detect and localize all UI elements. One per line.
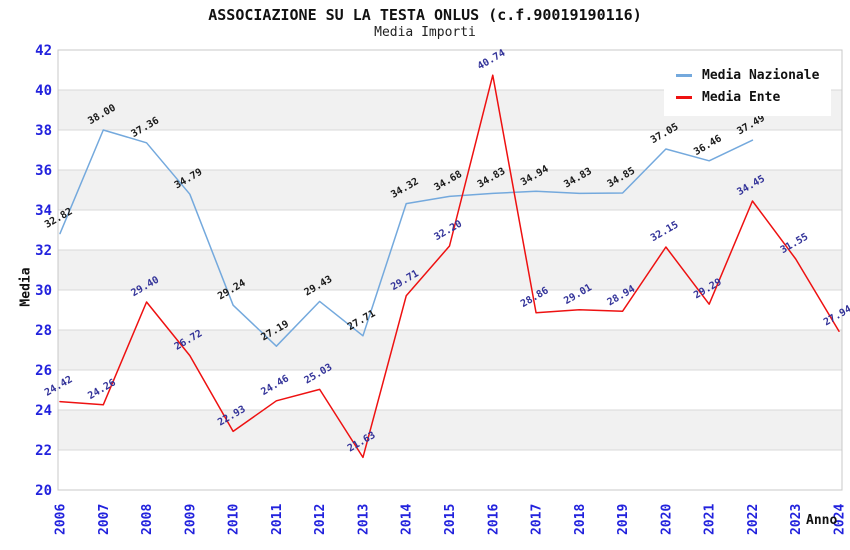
series-line-media-ente — [59, 74, 840, 459]
x-tick-label: 2009 — [183, 504, 198, 535]
x-tick-label: 2011 — [270, 504, 285, 535]
x-tick-label: 2024 — [833, 504, 848, 535]
x-tick-label: 2020 — [659, 504, 674, 535]
plot-band — [58, 410, 842, 450]
x-axis-title: Anno — [806, 513, 838, 528]
x-tick-label: 2008 — [140, 504, 155, 535]
chart-subtitle: Media Importi — [374, 25, 476, 40]
x-tick-label: 2013 — [356, 504, 371, 535]
x-tick-label: 2014 — [400, 504, 415, 535]
legend: Media Nazionale Media Ente — [664, 56, 832, 116]
y-tick-label: 26 — [35, 363, 52, 379]
x-tick-label: 2017 — [530, 504, 545, 535]
y-tick-label: 38 — [35, 123, 52, 139]
x-tick-label: 2016 — [486, 504, 501, 535]
chart-title: ASSOCIAZIONE SU LA TESTA ONLUS (c.f.9001… — [208, 6, 642, 24]
media-nazionale-line-swatch-icon — [676, 73, 692, 77]
data-point-label: 27.71 — [346, 308, 378, 333]
legend-label: Media Nazionale — [702, 67, 820, 83]
plot-band — [58, 170, 842, 210]
data-point-label: 24.46 — [259, 373, 291, 398]
y-tick-label: 20 — [35, 483, 52, 499]
plot-band — [58, 330, 842, 370]
y-tick-label: 28 — [35, 323, 52, 339]
y-tick-label: 30 — [35, 283, 52, 299]
data-point-label: 36.46 — [692, 133, 724, 158]
y-axis-title: Media — [18, 267, 34, 307]
x-tick-label: 2015 — [443, 504, 458, 535]
x-tick-label: 2018 — [573, 504, 588, 535]
data-point-label: 27.94 — [822, 304, 850, 329]
y-tick-label: 32 — [35, 243, 52, 259]
series-line-media-nazionale — [59, 129, 754, 347]
data-point-label: 24.26 — [86, 377, 118, 402]
y-tick-label: 42 — [35, 43, 52, 59]
x-tick-label: 2010 — [227, 504, 242, 535]
x-tick-label: 2007 — [97, 504, 112, 535]
y-tick-label: 34 — [35, 203, 52, 219]
x-tick-label: 2022 — [746, 504, 761, 535]
x-tick-label: 2006 — [54, 504, 69, 535]
data-point-label: 40.74 — [476, 48, 508, 73]
legend-item-media-ente: Media Ente — [676, 86, 819, 108]
x-tick-label: 2012 — [313, 504, 328, 535]
plot-band — [58, 250, 842, 290]
plot-border — [57, 49, 843, 491]
legend-item-media-nazionale: Media Nazionale — [676, 64, 819, 86]
media-ente-line-swatch-icon — [676, 95, 692, 99]
y-tick-label: 40 — [35, 83, 52, 99]
data-point-label: 32.20 — [432, 219, 464, 244]
y-tick-label: 36 — [35, 163, 52, 179]
y-tick-label: 22 — [35, 443, 52, 459]
legend-label: Media Ente — [702, 89, 781, 105]
x-tick-label: 2023 — [789, 504, 804, 535]
x-tick-label: 2021 — [703, 504, 718, 535]
y-tick-label: 24 — [35, 403, 52, 419]
x-tick-label: 2019 — [616, 504, 631, 535]
data-point-label: 32.15 — [649, 220, 681, 245]
